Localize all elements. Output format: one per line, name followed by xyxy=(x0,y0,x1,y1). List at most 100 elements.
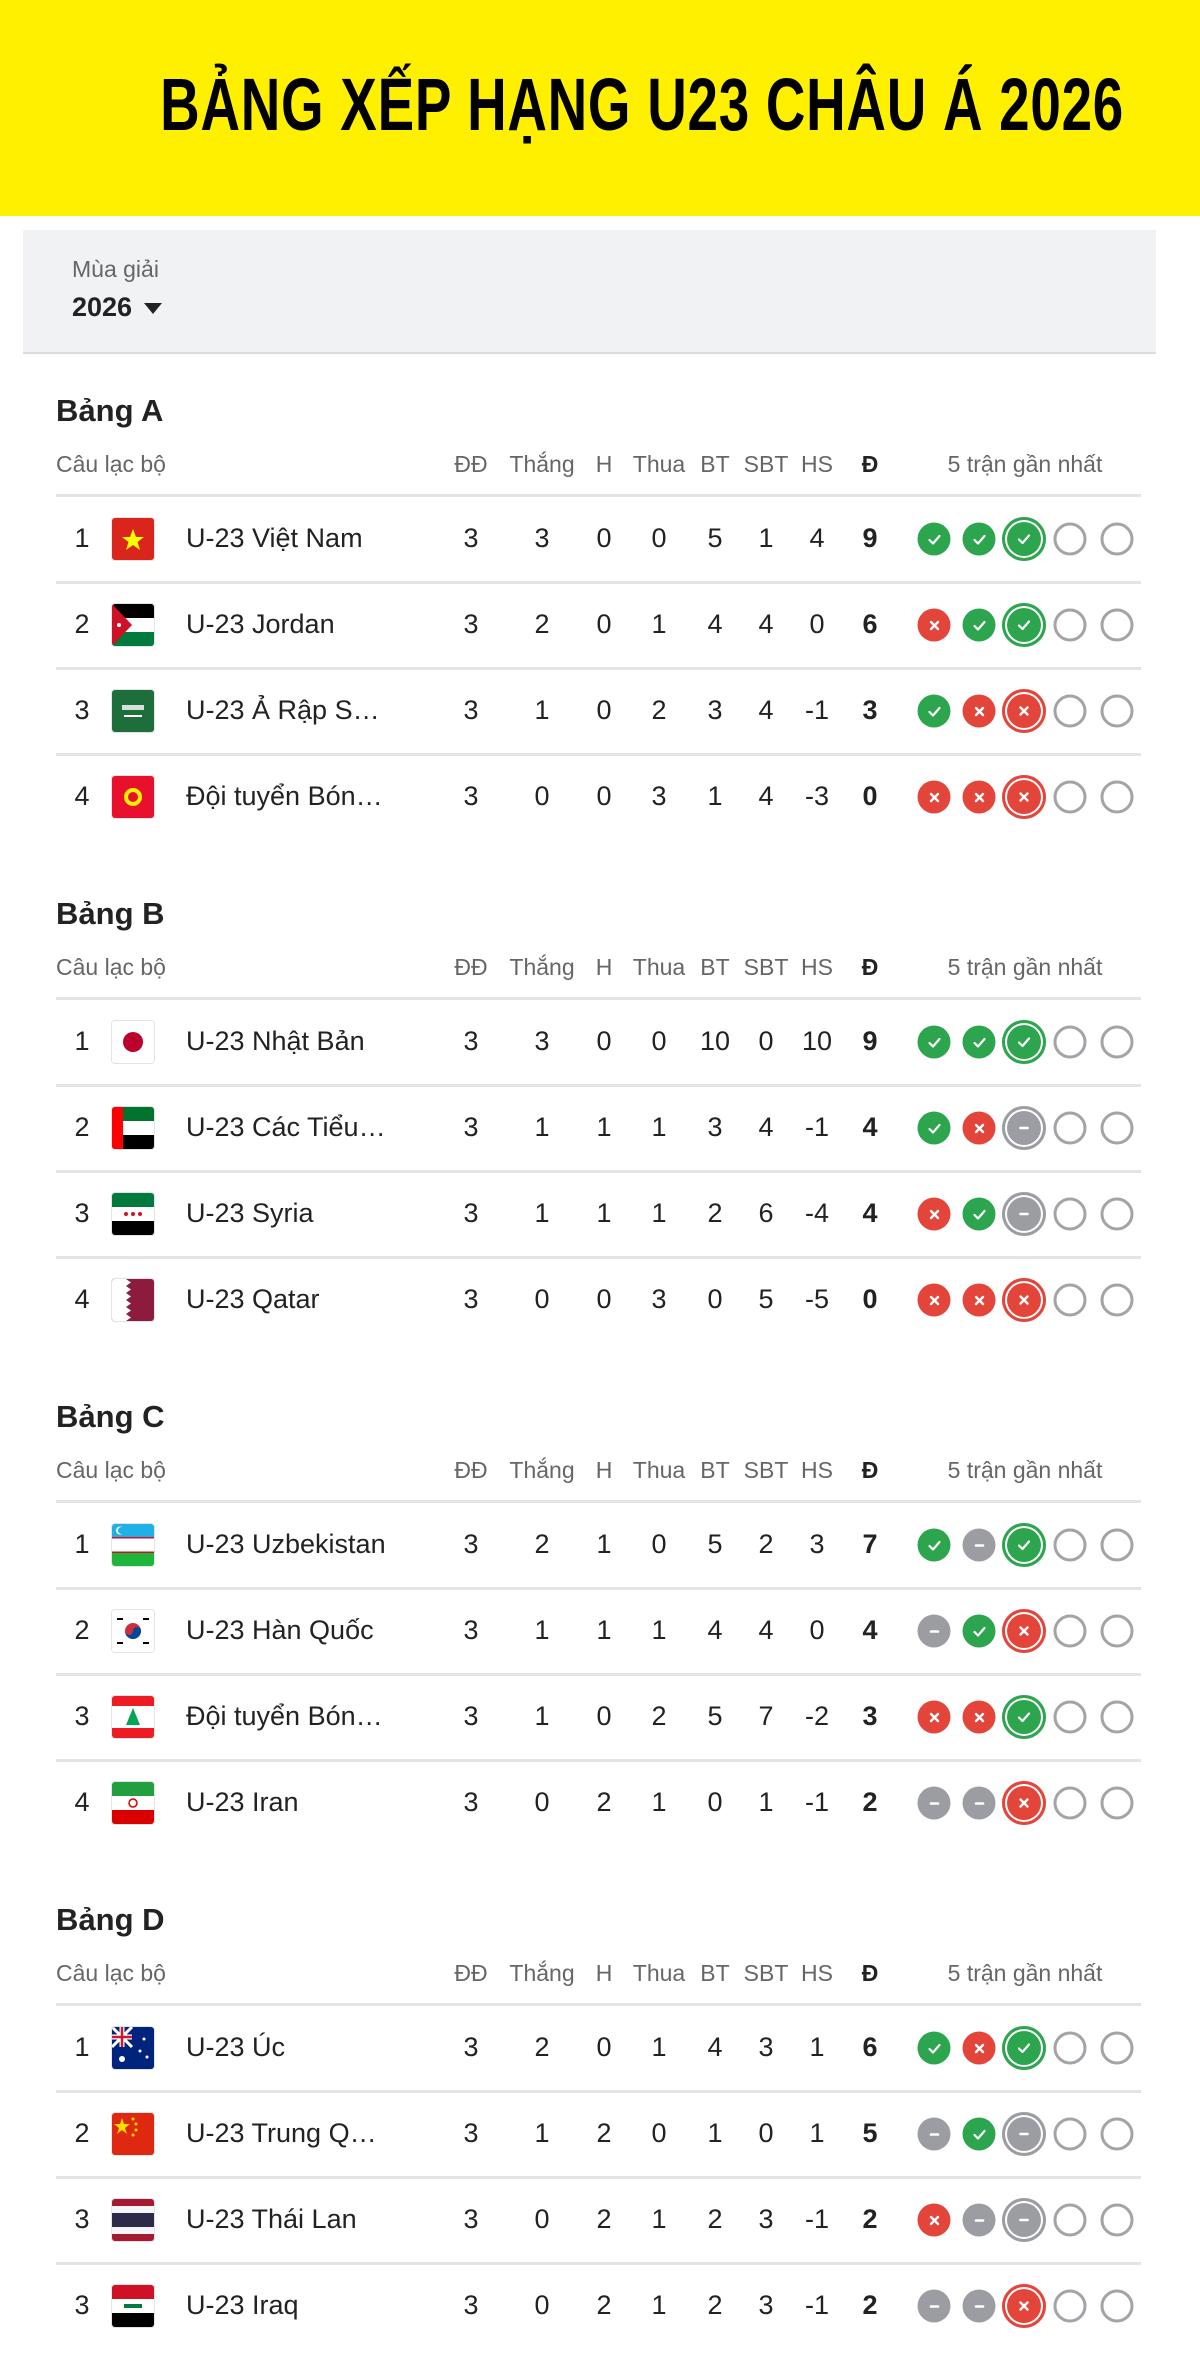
column-header: BT xyxy=(700,1960,730,1986)
stat-p: 3 xyxy=(463,2032,479,2062)
stat-d: 1 xyxy=(596,1198,612,1228)
divider xyxy=(56,753,1141,756)
caret-down-icon xyxy=(144,303,163,315)
column-header: HS xyxy=(801,954,833,980)
loss-x-icon xyxy=(962,2031,996,2065)
column-header: Câu lạc bộ xyxy=(56,954,166,980)
team-name[interactable]: U-23 Việt Nam xyxy=(186,523,363,553)
column-header: Thắng xyxy=(509,1457,575,1483)
empty-result-icon xyxy=(1053,1786,1087,1820)
win-check-icon xyxy=(1002,1020,1046,1064)
table-row[interactable]: 1 U-23 Việt Nam 3 3 0 0 5 1 4 9 xyxy=(0,496,1200,582)
team-name[interactable]: U-23 Iraq xyxy=(186,2290,299,2320)
table-row[interactable]: 4 U-23 Iran 3 0 2 1 0 1 -1 2 xyxy=(0,1760,1200,1846)
rank: 3 xyxy=(74,2204,90,2234)
column-header: 5 trận gần nhất xyxy=(947,451,1103,477)
stat-d: 2 xyxy=(596,2290,612,2320)
stat-d: 1 xyxy=(596,1529,612,1559)
table-row[interactable]: 1 U-23 Uzbekistan 3 2 1 0 5 2 3 7 xyxy=(0,1502,1200,1588)
flag-vn-icon xyxy=(112,518,154,560)
stat-gf: 2 xyxy=(707,1198,723,1228)
group-title: Bảng C xyxy=(56,1399,165,1434)
table-row[interactable]: 2 U-23 Trung Q… 3 1 2 0 1 0 1 5 xyxy=(0,2091,1200,2177)
team-name[interactable]: U-23 Các Tiểu… xyxy=(186,1112,386,1142)
column-header: BT xyxy=(700,451,730,477)
table-row[interactable]: 3 U-23 Ả Rập S… 3 1 0 2 3 4 -1 3 xyxy=(0,668,1200,754)
column-header: Thua xyxy=(632,451,686,477)
stat-gf: 4 xyxy=(707,1615,723,1645)
team-name[interactable]: U-23 Iran xyxy=(186,1787,299,1817)
empty-result-icon xyxy=(1053,2203,1087,2237)
empty-result-icon xyxy=(1100,522,1134,556)
stat-w: 2 xyxy=(534,1529,550,1559)
flag-sy-icon xyxy=(112,1193,154,1235)
team-name[interactable]: U-23 Uzbekistan xyxy=(186,1529,386,1559)
divider xyxy=(56,581,1141,584)
stat-l: 1 xyxy=(651,1112,667,1142)
table-row[interactable]: 3 U-23 Thái Lan 3 0 2 1 2 3 -1 2 xyxy=(0,2177,1200,2263)
table-row[interactable]: 1 U-23 Nhật Bản 3 3 0 0 10 0 10 9 xyxy=(0,999,1200,1085)
team-name[interactable]: U-23 Úc xyxy=(186,2032,286,2062)
flag-lb-icon xyxy=(112,1696,154,1738)
column-header: SBT xyxy=(743,1960,789,1986)
table-row[interactable]: 2 U-23 Hàn Quốc 3 1 1 1 4 4 0 4 xyxy=(0,1588,1200,1674)
stat-p: 3 xyxy=(463,2290,479,2320)
table-row[interactable]: 2 U-23 Các Tiểu… 3 1 1 1 3 4 -1 4 xyxy=(0,1085,1200,1171)
empty-result-icon xyxy=(1053,1111,1087,1145)
flag-ae-icon xyxy=(112,1107,154,1149)
team-name[interactable]: Đội tuyển Bón… xyxy=(186,1701,383,1731)
flag-jo-icon xyxy=(112,604,154,646)
table-row[interactable]: 4 U-23 Qatar 3 0 0 3 0 5 -5 0 xyxy=(0,1257,1200,1343)
team-name[interactable]: Đội tuyển Bón… xyxy=(186,781,383,811)
stat-w: 1 xyxy=(534,1112,550,1142)
team-name[interactable]: U-23 Nhật Bản xyxy=(186,1026,365,1056)
stat-w: 1 xyxy=(534,1198,550,1228)
stat-p: 3 xyxy=(463,1787,479,1817)
team-name[interactable]: U-23 Qatar xyxy=(186,1284,320,1314)
stat-ga: 3 xyxy=(758,2204,774,2234)
stat-gf: 4 xyxy=(707,2032,723,2062)
stat-l: 0 xyxy=(651,523,667,553)
table-row[interactable]: 3 Đội tuyển Bón… 3 1 0 2 5 7 -2 3 xyxy=(0,1674,1200,1760)
empty-result-icon xyxy=(1100,2117,1134,2151)
season-dropdown[interactable]: 2026 xyxy=(72,292,163,323)
column-header: 5 trận gần nhất xyxy=(947,1960,1103,1986)
stat-p: 3 xyxy=(463,523,479,553)
rank: 4 xyxy=(74,1787,90,1817)
stat-pts: 2 xyxy=(862,1787,878,1817)
table-row[interactable]: 4 Đội tuyển Bón… 3 0 0 3 1 4 -3 0 xyxy=(0,754,1200,840)
table-row[interactable]: 3 U-23 Syria 3 1 1 1 2 6 -4 4 xyxy=(0,1171,1200,1257)
divider xyxy=(56,2090,1141,2093)
team-name[interactable]: U-23 Hàn Quốc xyxy=(186,1615,374,1645)
stat-gd: -1 xyxy=(804,695,830,725)
column-header: Câu lạc bộ xyxy=(56,1960,166,1986)
stat-w: 3 xyxy=(534,1026,550,1056)
table-row[interactable]: 2 U-23 Jordan 3 2 0 1 4 4 0 6 xyxy=(0,582,1200,668)
empty-result-icon xyxy=(1100,1197,1134,1231)
empty-result-icon xyxy=(1100,1111,1134,1145)
loss-x-icon xyxy=(917,1700,951,1734)
win-check-icon xyxy=(962,1025,996,1059)
stat-p: 3 xyxy=(463,781,479,811)
loss-x-icon xyxy=(1002,2284,1046,2328)
table-row[interactable]: 3 U-23 Iraq 3 0 2 1 2 3 -1 2 xyxy=(0,2263,1200,2349)
loss-x-icon xyxy=(1002,689,1046,733)
win-check-icon xyxy=(962,608,996,642)
divider xyxy=(56,494,1141,497)
empty-result-icon xyxy=(1053,522,1087,556)
loss-x-icon xyxy=(917,2203,951,2237)
team-name[interactable]: U-23 Thái Lan xyxy=(186,2204,357,2234)
team-name[interactable]: U-23 Ả Rập S… xyxy=(186,695,380,725)
stat-gf: 1 xyxy=(707,781,723,811)
team-name[interactable]: U-23 Jordan xyxy=(186,609,335,639)
stat-pts: 0 xyxy=(862,1284,878,1314)
stat-w: 1 xyxy=(534,2118,550,2148)
team-name[interactable]: U-23 Syria xyxy=(186,1198,314,1228)
rank: 1 xyxy=(74,2032,90,2062)
column-header: H xyxy=(595,1457,613,1483)
stat-gd: -4 xyxy=(804,1198,830,1228)
team-name[interactable]: U-23 Trung Q… xyxy=(186,2118,377,2148)
column-header: 5 trận gần nhất xyxy=(947,954,1103,980)
table-row[interactable]: 1 U-23 Úc 3 2 0 1 4 3 1 6 xyxy=(0,2005,1200,2091)
stat-d: 2 xyxy=(596,1787,612,1817)
